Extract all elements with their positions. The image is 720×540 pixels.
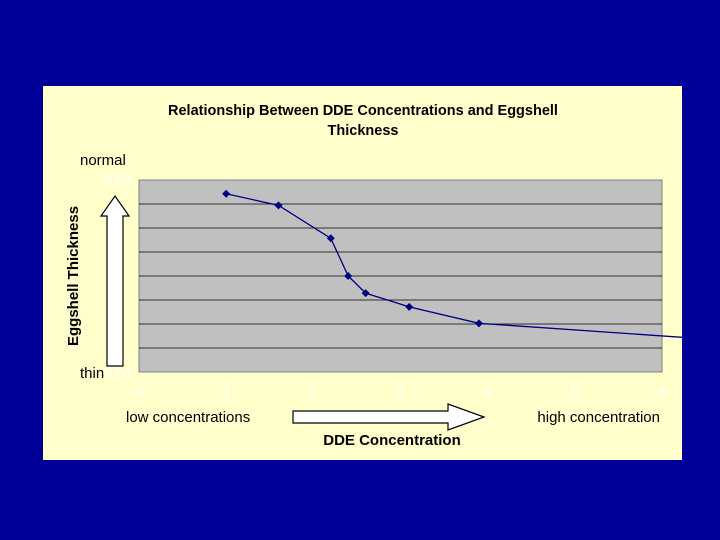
data-point-marker [405,302,414,311]
data-point-marker [222,189,231,198]
x-high-label: high concentration [537,409,660,426]
series-line [226,193,682,338]
y-gridlines [139,203,662,349]
chart-title-line1: Relationship Between DDE Concentrations … [168,103,558,119]
y-tick-labels: 0.52 0.24 [104,172,131,380]
x-tick-label: 5 [571,383,579,399]
x-tick-label: 2 [309,383,317,399]
y-axis-label: Eggshell Thickness [65,206,82,346]
x-tick-label: 4 [484,383,492,399]
data-point-marker [361,289,370,298]
y-low-label: thin [80,365,104,382]
x-tick-label: 0 [135,383,143,399]
chart-title-line2: Thickness [328,123,399,139]
chart-svg: Relationship Between DDE Concentrations … [65,103,682,449]
chart-panel: Relationship Between DDE Concentrations … [43,86,682,460]
x-tick-label: 1 [222,383,230,399]
data-point-marker [274,201,283,210]
x-axis-label: DDE Concentration [323,432,461,449]
data-point-marker [474,319,483,328]
x-tick-label: 3 [397,383,405,399]
up-arrow-icon [99,194,131,367]
data-point-marker [344,272,353,280]
y-tick-label: 0.52 [104,172,131,188]
x-tick-label: 6 [658,383,666,399]
x-low-label: low concentrations [126,409,250,426]
data-point-marker [326,234,335,243]
y-high-label: normal [80,152,126,169]
right-arrow-icon [292,403,486,431]
series-markers [222,189,483,328]
y-tick-label: 0.24 [104,364,131,380]
x-tick-labels: 0 1 2 3 4 5 6 [135,383,666,399]
